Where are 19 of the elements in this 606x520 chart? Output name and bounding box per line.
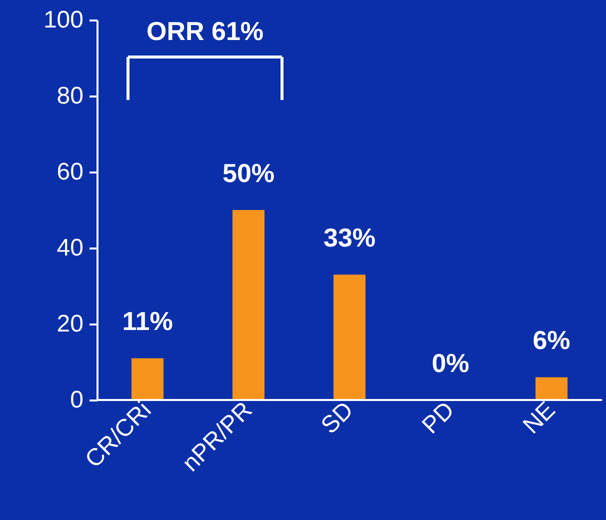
data-label: 6% [532,325,570,356]
y-tick-label: 60 [56,158,84,186]
bar [232,210,264,400]
data-label: 0% [432,348,470,378]
x-tick-label: NE [518,396,561,440]
y-tick-label: 100 [43,6,84,34]
y-tick-label: 0 [70,386,84,414]
data-label: 11% [122,306,173,336]
bar [334,274,366,400]
x-tick-label: SD [316,396,359,440]
y-tick-label: 20 [56,310,84,338]
data-label: 50% [222,158,275,188]
y-tick-label: 80 [56,82,84,110]
y-tick-label: 40 [56,234,84,262]
bar [536,377,568,400]
bar [132,358,164,400]
annotation: ORR 61% [146,16,264,46]
x-tick-label: PD [417,396,460,440]
data-label: 33% [323,222,376,253]
